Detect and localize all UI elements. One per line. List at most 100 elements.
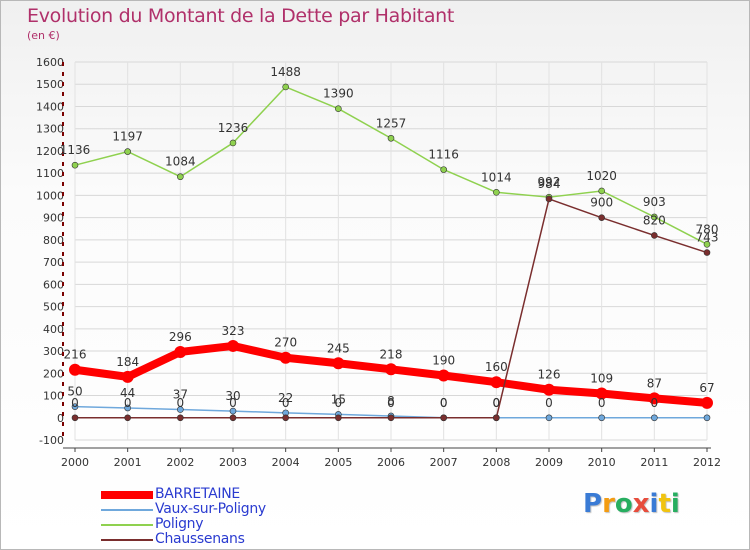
- x-tick-label: 2004: [272, 456, 300, 469]
- data-label: 1236: [218, 121, 249, 135]
- data-point: [490, 376, 503, 389]
- data-point: [703, 241, 711, 248]
- data-label: 1257: [376, 116, 407, 130]
- data-point: [387, 414, 395, 422]
- data-label: 245: [327, 341, 350, 355]
- data-label: 0: [387, 396, 395, 410]
- chart-subtitle: (en €): [27, 29, 60, 42]
- y-tick-label: 400: [43, 323, 64, 336]
- data-point: [595, 387, 608, 400]
- data-point: [437, 369, 450, 382]
- data-label: 216: [64, 348, 87, 362]
- data-point: [545, 195, 553, 203]
- y-tick-label: 600: [43, 278, 64, 291]
- y-tick-label: 1000: [36, 189, 64, 202]
- logo-letter: x: [632, 489, 650, 519]
- data-label: 296: [169, 330, 192, 344]
- data-point: [332, 357, 345, 370]
- y-tick-label: 1400: [36, 100, 64, 113]
- data-label: 270: [274, 336, 297, 350]
- data-point: [543, 383, 555, 396]
- data-label: 0: [651, 396, 659, 410]
- data-point: [703, 249, 711, 256]
- x-tick-label: 2000: [61, 456, 89, 469]
- data-point: [229, 407, 237, 415]
- data-point: [121, 370, 134, 383]
- data-label: 67: [699, 381, 714, 395]
- data-point: [227, 339, 239, 352]
- legend-label: Poligny: [155, 516, 204, 532]
- data-point: [71, 161, 79, 169]
- data-point: [493, 414, 500, 422]
- logo-letter: t: [658, 489, 671, 519]
- data-label: 323: [222, 324, 245, 338]
- data-label: 0: [282, 396, 290, 410]
- data-point: [229, 139, 237, 147]
- data-point: [598, 187, 605, 195]
- series-poligny: [71, 83, 711, 248]
- data-point: [282, 414, 289, 422]
- data-label: 0: [493, 396, 501, 410]
- x-tick-label: 2012: [693, 456, 721, 469]
- data-label: 0: [493, 396, 501, 410]
- data-point: [282, 83, 289, 91]
- data-label: 1116: [428, 148, 459, 162]
- data-point: [648, 392, 661, 405]
- data-label: 1020: [586, 169, 617, 183]
- data-point: [598, 414, 605, 422]
- data-point: [598, 214, 605, 221]
- y-tick-label: 0: [57, 412, 64, 425]
- y-tick-label: 500: [43, 301, 64, 314]
- data-label: 37: [173, 388, 188, 402]
- data-point: [651, 213, 658, 221]
- data-label: 126: [538, 368, 561, 382]
- data-label: 190: [432, 354, 455, 368]
- data-point: [177, 406, 184, 413]
- legend-label: BARRETAINE: [155, 486, 240, 502]
- data-point: [440, 166, 447, 173]
- legend-swatch: [101, 539, 153, 541]
- data-point: [229, 414, 237, 422]
- legend-label: Vaux-sur-Poligny: [155, 501, 266, 517]
- data-label: 0: [71, 396, 79, 410]
- logo-letter: i: [670, 489, 680, 519]
- data-point: [69, 363, 81, 376]
- x-tick-label: 2001: [114, 456, 142, 469]
- x-tick-label: 2010: [588, 456, 616, 469]
- data-label: 0: [545, 396, 553, 410]
- data-point: [124, 414, 131, 422]
- data-point: [651, 414, 658, 422]
- data-point: [493, 188, 500, 196]
- data-label: 984: [538, 177, 561, 191]
- chart-title: Evolution du Montant de la Dette par Hab…: [27, 5, 455, 27]
- logo-letter: P: [583, 489, 603, 519]
- data-label: 0: [335, 396, 343, 410]
- data-label: 44: [120, 386, 135, 400]
- x-tick-label: 2011: [640, 456, 668, 469]
- data-point: [545, 414, 553, 422]
- series-chaussenans: [71, 195, 711, 422]
- legend-swatch: [101, 524, 153, 526]
- data-point: [124, 404, 131, 412]
- y-tick-label: 1600: [36, 56, 64, 69]
- data-point: [651, 232, 658, 239]
- data-label: 184: [116, 355, 139, 369]
- data-label: 992: [538, 175, 561, 189]
- y-tick-label: 1100: [36, 167, 64, 180]
- data-label: 30: [225, 389, 240, 403]
- legend-swatch: [101, 491, 153, 499]
- data-label: 109: [590, 372, 613, 386]
- data-point: [124, 148, 131, 155]
- data-label: 22: [278, 391, 293, 405]
- series-barretaine: [69, 339, 713, 409]
- data-point: [177, 414, 184, 422]
- x-tick-label: 2002: [166, 456, 194, 469]
- y-tick-label: 300: [43, 345, 64, 358]
- data-label: 0: [177, 396, 185, 410]
- data-point: [174, 345, 187, 358]
- data-label: 1390: [323, 87, 354, 101]
- legend-swatch: [101, 509, 153, 511]
- y-tick-label: 100: [43, 390, 64, 403]
